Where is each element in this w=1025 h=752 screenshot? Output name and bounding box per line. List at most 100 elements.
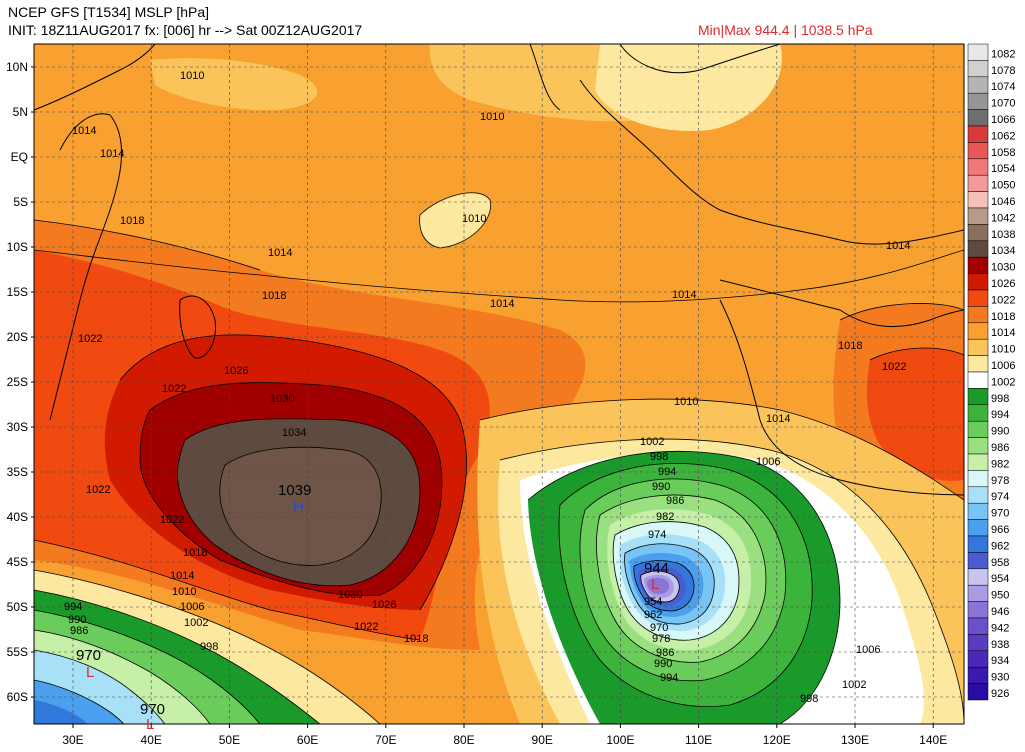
contour-label: 1022 (78, 333, 102, 345)
contour-label: 998 (200, 641, 218, 653)
contour-label: 1014 (100, 148, 124, 160)
colorbar-label: 1014 (991, 327, 1015, 339)
colorbar-swatch (967, 584, 989, 602)
contour-label: 1002 (184, 617, 208, 629)
colorbar-swatch (967, 371, 989, 389)
colorbar-swatch (967, 437, 989, 455)
low-sw-value: 970 (76, 647, 101, 664)
colorbar-label: 950 (991, 590, 1009, 602)
colorbar-label: 966 (991, 524, 1009, 536)
contour-label: 1006 (756, 456, 780, 468)
colorbar-swatch (967, 634, 989, 652)
colorbar-swatch (967, 355, 989, 373)
contour-label: 1010 (180, 70, 204, 82)
contour-label: 1022 (162, 383, 186, 395)
contour-label: 1022 (160, 514, 184, 526)
colorbar-label: 1082 (991, 48, 1015, 60)
low-s-value: 970 (140, 701, 165, 718)
lon-tick-label: 90E (532, 733, 553, 747)
contour-label: 1010 (480, 111, 504, 123)
colorbar-swatch (967, 666, 989, 684)
contour-label: 1010 (172, 586, 196, 598)
colorbar-swatch (967, 306, 989, 324)
init-time-line: INIT: 18Z11AUG2017 fx: [006] hr --> Sat … (8, 22, 363, 38)
colorbar-label: 962 (991, 540, 1009, 552)
lat-tick-label: 60S (7, 690, 28, 704)
contour-label: 970 (650, 622, 668, 634)
lat-tick-label: 15S (7, 285, 28, 299)
colorbar-swatch (967, 125, 989, 143)
low-s-symbol: L (146, 716, 154, 733)
contour-label: 1006 (180, 601, 204, 613)
colorbar-label: 1066 (991, 114, 1015, 126)
contour-label: 1018 (262, 290, 286, 302)
colorbar-swatch (967, 388, 989, 406)
colorbar: 1082 1078 1074 1070 1066 1062 1058 1054 1050 1046… (967, 43, 1015, 701)
colorbar-label: 990 (991, 426, 1009, 438)
contour-label: 1010 (674, 396, 698, 408)
colorbar-swatch (967, 420, 989, 438)
colorbar-label: 926 (991, 688, 1009, 700)
contour-label: 978 (652, 633, 670, 645)
colorbar-label: 1026 (991, 278, 1015, 290)
lat-tick-label: 25S (7, 375, 28, 389)
contour-label: 994 (660, 672, 678, 684)
colorbar-label: 942 (991, 622, 1009, 634)
region-madagascar-low (419, 192, 491, 248)
colorbar-swatch (967, 76, 989, 94)
lon-tick-label: 120E (763, 733, 791, 747)
colorbar-label: 938 (991, 639, 1009, 651)
contour-label: 1030 (270, 393, 294, 405)
lon-tick-label: 60E (297, 733, 318, 747)
contour-label: 1018 (183, 547, 207, 559)
colorbar-label: 986 (991, 442, 1009, 454)
lon-tick-label: 140E (919, 733, 947, 747)
high-center-value: 1039 (278, 482, 311, 499)
region-bay-bengal (595, 44, 782, 131)
colorbar-label: 954 (991, 573, 1009, 585)
contour-label: 1022 (354, 621, 378, 633)
low-center-symbol: L (651, 576, 659, 593)
colorbar-swatch (967, 470, 989, 488)
colorbar-swatch (967, 191, 989, 209)
colorbar-label: 1054 (991, 163, 1015, 175)
contour-label: 1026 (224, 365, 248, 377)
colorbar-swatch (967, 322, 989, 340)
lat-tick-label: 50S (7, 600, 28, 614)
colorbar-swatch (967, 224, 989, 242)
pressure-centers: 1039 H 944 L 970 L 970 L (76, 482, 669, 733)
colorbar-label: 1034 (991, 245, 1015, 257)
contour-label: 1014 (268, 247, 292, 259)
lon-tick-label: 50E (219, 733, 240, 747)
lon-tick-label: 70E (375, 733, 396, 747)
longitude-labels: 30E 40E 50E 60E 70E 80E 90E 100E 110E 120E 130E 140… (62, 724, 947, 747)
lat-tick-label: 45S (7, 555, 28, 569)
contour-label: 1014 (490, 298, 514, 310)
lon-tick-label: 130E (841, 733, 869, 747)
low-sw-symbol: L (86, 664, 94, 681)
contour-label: 1014 (170, 570, 194, 582)
contour-label: 1014 (72, 125, 96, 137)
colorbar-label: 1010 (991, 344, 1015, 356)
contour-label: 982 (656, 511, 674, 523)
contour-label: 962 (644, 609, 662, 621)
contour-label: 1018 (838, 340, 862, 352)
contour-label: 998 (650, 451, 668, 463)
lat-tick-label: 55S (7, 645, 28, 659)
contour-label: 1010 (462, 213, 486, 225)
colorbar-label: 1058 (991, 147, 1015, 159)
colorbar-label: 970 (991, 508, 1009, 520)
contour-label: 954 (644, 596, 662, 608)
contour-label: 994 (658, 466, 676, 478)
colorbar-swatch (967, 256, 989, 274)
map-title: NCEP GFS [T1534] MSLP [hPa] (8, 4, 210, 20)
lat-tick-label: 5S (13, 195, 28, 209)
colorbar-swatch (967, 404, 989, 422)
contour-label: 1002 (842, 679, 866, 691)
contour-label: 990 (652, 481, 670, 493)
colorbar-swatch (967, 552, 989, 570)
coastlines (34, 44, 964, 496)
colorbar-label: 1030 (991, 262, 1015, 274)
high-center-symbol: H (293, 499, 304, 516)
colorbar-label: 1070 (991, 98, 1015, 110)
